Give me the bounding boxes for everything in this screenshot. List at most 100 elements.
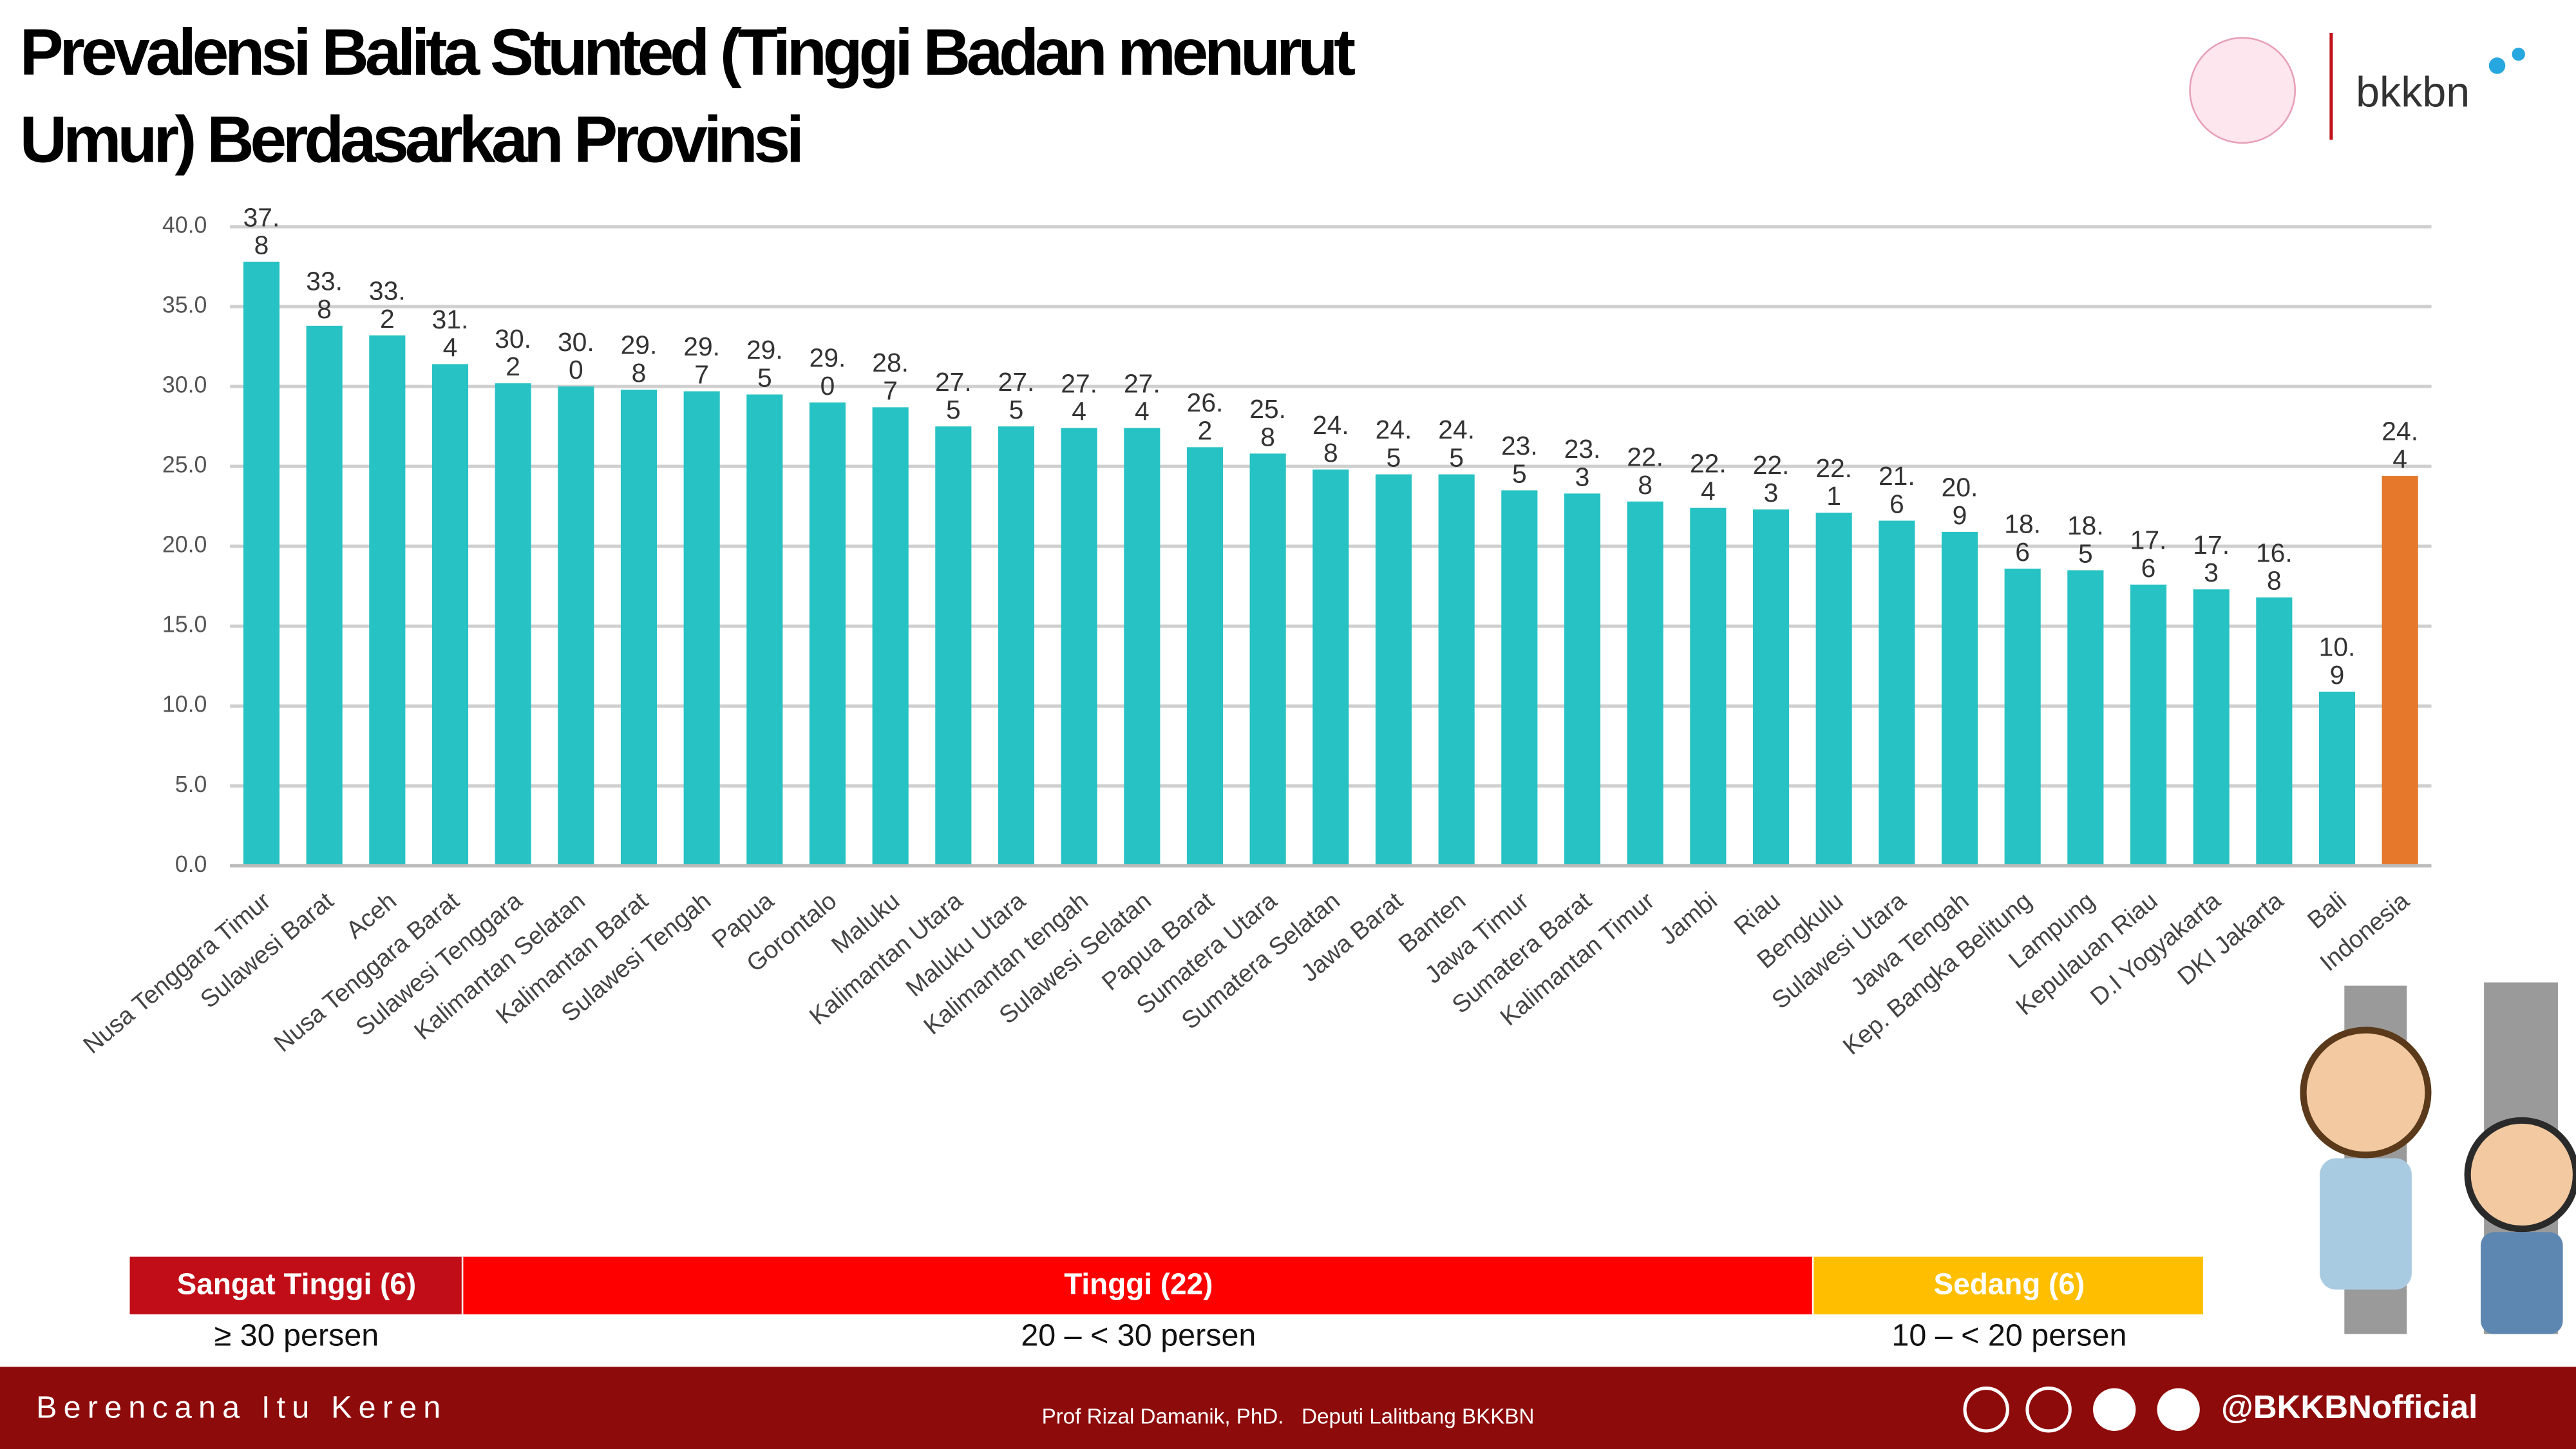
bar <box>369 335 406 866</box>
bar <box>243 261 280 866</box>
value-label: 28. 7 <box>872 348 909 405</box>
logo-text: bkkbn <box>2356 68 2470 116</box>
logo-dot <box>2488 57 2506 74</box>
bar <box>1375 474 1412 866</box>
value-label: 24. 5 <box>1438 415 1475 472</box>
bar <box>1501 490 1538 866</box>
y-tick-label: 5.0 <box>175 772 207 797</box>
bar <box>1312 469 1349 866</box>
value-label: 24. 5 <box>1376 415 1412 472</box>
bar <box>998 426 1035 866</box>
legend-band-label: Sangat Tinggi (6) <box>177 1267 417 1301</box>
bar <box>1752 509 1790 866</box>
value-label: 18. 5 <box>2067 511 2104 568</box>
value-label: 27. 5 <box>998 367 1035 424</box>
bar <box>809 402 846 866</box>
value-label: 27. 4 <box>1124 368 1160 426</box>
legend-band <box>129 1256 462 1314</box>
bar <box>558 386 594 866</box>
value-label: 30. 2 <box>495 324 531 381</box>
social-icon[interactable] <box>1963 1387 2009 1433</box>
value-label: 22. 1 <box>1815 453 1852 511</box>
bar <box>1627 501 1663 866</box>
bar <box>495 383 531 866</box>
value-label: 22. 3 <box>1753 450 1790 507</box>
bar <box>2004 568 2041 866</box>
value-label: 29. 0 <box>810 343 846 400</box>
title-line: Prevalensi Balita Stunted (Tinggi Badan … <box>20 15 1356 89</box>
value-label: 23. 3 <box>1564 434 1601 491</box>
x-tick-label: Bali <box>2302 887 2351 934</box>
bar <box>1438 474 1475 866</box>
bar <box>1815 513 1852 866</box>
footer-handle: @BKKBNofficial <box>2221 1388 2477 1425</box>
child-illustration <box>2320 1158 2412 1290</box>
value-label: 18. 6 <box>2004 509 2041 566</box>
child-illustration <box>2464 1117 2576 1233</box>
footer-bar <box>0 1367 2576 1449</box>
bar <box>431 364 469 866</box>
bar <box>1186 447 1224 866</box>
value-label: 17. 3 <box>2193 530 2230 587</box>
bar <box>1061 428 1097 866</box>
logo-dot <box>2512 47 2525 61</box>
bar <box>1564 493 1601 866</box>
bar <box>1879 520 1915 866</box>
value-label: 10. 9 <box>2319 632 2356 689</box>
bar <box>935 426 972 866</box>
value-label: 29. 8 <box>621 330 658 388</box>
y-tick-label: 35.0 <box>162 292 207 318</box>
bar <box>683 391 720 866</box>
bar <box>872 407 909 866</box>
value-label: 24. 8 <box>1312 410 1349 468</box>
bar <box>2193 589 2230 866</box>
footer-slogan: Berencana Itu Keren <box>36 1390 447 1425</box>
bar <box>2130 584 2167 866</box>
x-tick-label: Jambi <box>1654 887 1723 951</box>
value-label: 37. 8 <box>243 202 280 260</box>
value-label: 27. 5 <box>935 367 972 424</box>
value-label: 17. 6 <box>2130 525 2167 582</box>
y-tick-label: 20.0 <box>162 532 207 558</box>
legend-band <box>1814 1256 2203 1314</box>
bar <box>1690 507 1727 866</box>
legend-band-range: 10 – < 20 persen <box>1891 1318 2126 1352</box>
social-icon[interactable] <box>2157 1388 2200 1431</box>
y-tick-label: 10.0 <box>162 692 207 717</box>
bar <box>1124 428 1160 866</box>
legend-band-range: ≥ 30 persen <box>214 1318 379 1352</box>
value-label: 24. 4 <box>2382 417 2418 474</box>
bar <box>2382 476 2418 866</box>
value-label: 33. 2 <box>369 276 406 333</box>
y-tick-label: 40.0 <box>162 212 207 238</box>
footer-credit: Prof Rizal Damanik, PhD. Deputi Lalitban… <box>1042 1405 1535 1428</box>
bar <box>1249 453 1286 866</box>
child-illustration <box>2300 1027 2432 1159</box>
y-tick-label: 25.0 <box>162 452 207 478</box>
bar <box>2256 597 2293 866</box>
value-label: 20. 9 <box>1942 472 1978 529</box>
value-label: 30. 0 <box>558 327 594 384</box>
y-tick-label: 0.0 <box>175 851 207 877</box>
child-illustration <box>2481 1232 2563 1334</box>
social-icon[interactable] <box>2093 1388 2136 1431</box>
value-label: 16. 8 <box>2256 538 2293 595</box>
social-icon[interactable] <box>2025 1387 2072 1433</box>
legend-band-label: Sedang (6) <box>1934 1267 2085 1301</box>
bar <box>746 394 783 866</box>
title-line: Umur) Berdasarkan Provinsi <box>20 102 800 176</box>
value-label: 29. 7 <box>683 332 720 389</box>
value-label: 29. 5 <box>746 335 783 392</box>
bar <box>306 325 343 866</box>
value-label: 27. 4 <box>1061 368 1097 426</box>
value-label: 26. 2 <box>1187 388 1224 445</box>
value-label: 22. 4 <box>1690 448 1727 506</box>
bar <box>1941 531 1978 866</box>
bar <box>2318 691 2356 866</box>
legend-band-label: Tinggi (22) <box>1064 1267 1213 1301</box>
logo-badge <box>2189 37 2297 144</box>
bar <box>2067 570 2104 866</box>
value-label: 25. 8 <box>1249 394 1286 451</box>
